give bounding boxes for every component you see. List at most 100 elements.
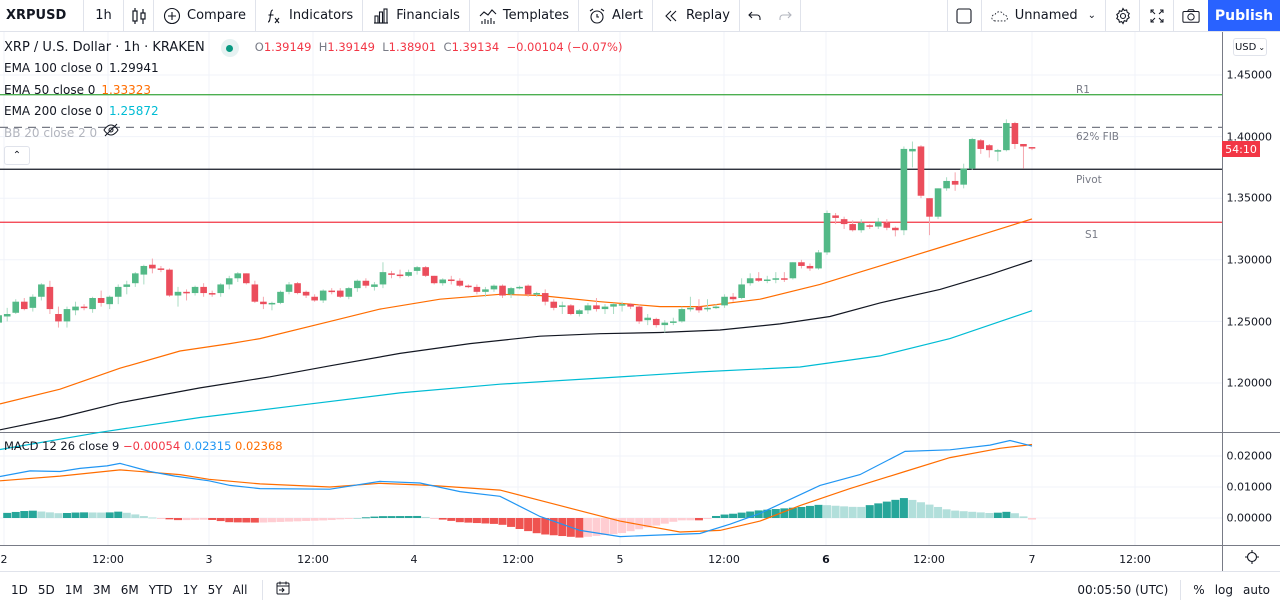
time-label: 6 (822, 553, 830, 566)
range-6m-button[interactable]: 6M (120, 582, 139, 597)
log-scale-toggle[interactable]: log (1214, 582, 1233, 597)
compare-button[interactable]: Compare (154, 0, 256, 31)
close-value: 1.39134 (451, 40, 500, 55)
time-label: 4 (410, 553, 418, 566)
layout-select-button[interactable] (948, 0, 982, 31)
symbol-search-button[interactable]: XRPUSD (0, 0, 84, 31)
financials-label: Financials (396, 8, 460, 23)
replay-label: Replay (685, 8, 730, 23)
goto-date-button[interactable] (275, 580, 291, 599)
bb-legend[interactable]: BB 20 close 2 0 (4, 123, 622, 145)
publish-button[interactable]: Publish (1208, 0, 1280, 31)
macd-legend[interactable]: MACD 12 26 close 9 −0.00054 0.02315 0.02… (4, 439, 283, 453)
save-layout-button[interactable]: Unnamed ⌄ (982, 0, 1106, 31)
alert-label: Alert (612, 8, 643, 23)
symbol-legend-row: XRP / U.S. Dollar · 1h · KRAKEN O1.39149… (4, 38, 622, 58)
pane-separator[interactable] (1222, 432, 1280, 433)
ema50-value: 1.33323 (101, 82, 152, 97)
symbol-title[interactable]: XRP / U.S. Dollar · 1h · KRAKEN (4, 40, 205, 56)
cloud-icon (991, 7, 1009, 25)
percent-scale-toggle[interactable]: % (1193, 582, 1205, 597)
chart-type-button[interactable] (124, 0, 154, 31)
layout-name-label: Unnamed (1014, 8, 1078, 23)
redo-button[interactable] (770, 0, 801, 31)
change-value: −0.00104 (−0.07%) (506, 40, 623, 55)
price-label: 1.35000 (1226, 191, 1273, 205)
ema100-legend[interactable]: EMA 100 close 0 1.29941 (4, 58, 622, 80)
eye-hidden-icon[interactable] (103, 123, 119, 145)
macd-histogram-value: −0.00054 (122, 439, 181, 453)
ema200-label: EMA 200 close 0 (4, 104, 104, 118)
macd-axis-label: 0.02000 (1226, 449, 1273, 463)
macd-label: MACD 12 26 close 9 (4, 439, 120, 453)
price-axis[interactable]: 1.45000 1.40000 1.35000 1.30000 1.25000 … (1222, 32, 1280, 545)
replay-button[interactable]: Replay (653, 0, 740, 31)
bb-label: BB 20 close 2 0 (4, 125, 98, 140)
ema50-legend[interactable]: EMA 50 close 0 1.33323 (4, 80, 622, 102)
divider (1180, 579, 1182, 600)
indicators-button[interactable]: Indicators (256, 0, 364, 31)
chart-canvas[interactable] (0, 32, 1222, 545)
pivot-label: Pivot (1076, 174, 1102, 186)
range-5y-button[interactable]: 5Y (207, 582, 223, 597)
bottom-toolbar: 1D 5D 1M 3M 6M YTD 1Y 5Y All 00:05:50 (U… (0, 571, 1280, 607)
redo-icon (776, 7, 794, 25)
snapshot-button[interactable] (1174, 0, 1208, 31)
low-value: 1.38901 (388, 40, 437, 55)
price-label: 1.45000 (1226, 68, 1273, 82)
time-label: 7 (1028, 553, 1036, 566)
open-value: 1.39149 (263, 40, 312, 55)
range-1d-button[interactable]: 1D (11, 582, 28, 597)
gear-icon (1114, 6, 1132, 25)
templates-button[interactable]: Templates (470, 0, 580, 31)
range-ytd-button[interactable]: YTD (148, 582, 173, 597)
calendar-goto-icon (276, 581, 290, 595)
ema50-label: EMA 50 close 0 (4, 82, 96, 97)
time-axis[interactable]: 2 12:00 3 12:00 4 12:00 5 12:00 6 12:00 … (0, 545, 1222, 571)
time-label: 2 (0, 553, 8, 566)
utc-clock[interactable]: 00:05:50 (UTC) (1077, 582, 1169, 597)
top-toolbar: XRPUSD 1h Compare Indicators Financials … (0, 0, 1280, 32)
price-label: 1.20000 (1226, 376, 1273, 390)
range-5d-button[interactable]: 5D (37, 582, 55, 597)
chevron-down-icon: ⌄ (1087, 10, 1096, 21)
chart-settings-button[interactable] (1222, 545, 1280, 571)
range-3m-button[interactable]: 3M (92, 582, 111, 597)
macd-signal-value: 0.02368 (235, 439, 283, 453)
alarm-clock-icon (588, 7, 606, 25)
interval-label: 1h (95, 8, 112, 23)
range-1m-button[interactable]: 1M (64, 582, 83, 597)
interval-button[interactable]: 1h (84, 0, 124, 31)
publish-label: Publish (1214, 7, 1274, 24)
fullscreen-button[interactable] (1140, 0, 1174, 31)
currency-button[interactable]: USD ⌄ (1233, 38, 1267, 56)
undo-icon (746, 7, 764, 25)
ohlc-values: O1.39149 H1.39149 L1.38901 C1.39134 −0.0… (254, 40, 623, 55)
time-label: 12:00 (502, 553, 534, 566)
chevron-up-icon: ⌃ (12, 150, 22, 161)
time-label: 3 (205, 553, 213, 566)
ema100-value: 1.29941 (109, 61, 159, 75)
settings-button[interactable] (1106, 0, 1140, 31)
rewind-icon (662, 7, 680, 25)
ema200-legend[interactable]: EMA 200 close 0 1.25872 (4, 101, 622, 123)
macd-axis-label: 0.01000 (1226, 480, 1273, 494)
macd-line-value: 0.02315 (183, 439, 232, 453)
price-label: 1.30000 (1226, 253, 1273, 267)
undo-button[interactable] (740, 0, 770, 31)
range-1y-button[interactable]: 1Y (182, 582, 198, 597)
range-all-button[interactable]: All (232, 582, 248, 597)
r1-label: R1 (1076, 84, 1090, 96)
high-value: 1.39149 (327, 40, 375, 55)
time-label: 12:00 (1119, 553, 1151, 566)
collapse-legend-button[interactable]: ⌃ (4, 146, 30, 165)
alert-button[interactable]: Alert (579, 0, 653, 31)
price-label: 1.40000 (1226, 130, 1273, 144)
compare-label: Compare (187, 8, 246, 23)
toolbar-spacer (801, 0, 948, 31)
candles-icon (131, 7, 147, 25)
financials-button[interactable]: Financials (363, 0, 470, 31)
chart-legend: XRP / U.S. Dollar · 1h · KRAKEN O1.39149… (4, 38, 622, 144)
auto-scale-toggle[interactable]: auto (1242, 582, 1270, 597)
market-status-icon[interactable] (220, 39, 239, 57)
